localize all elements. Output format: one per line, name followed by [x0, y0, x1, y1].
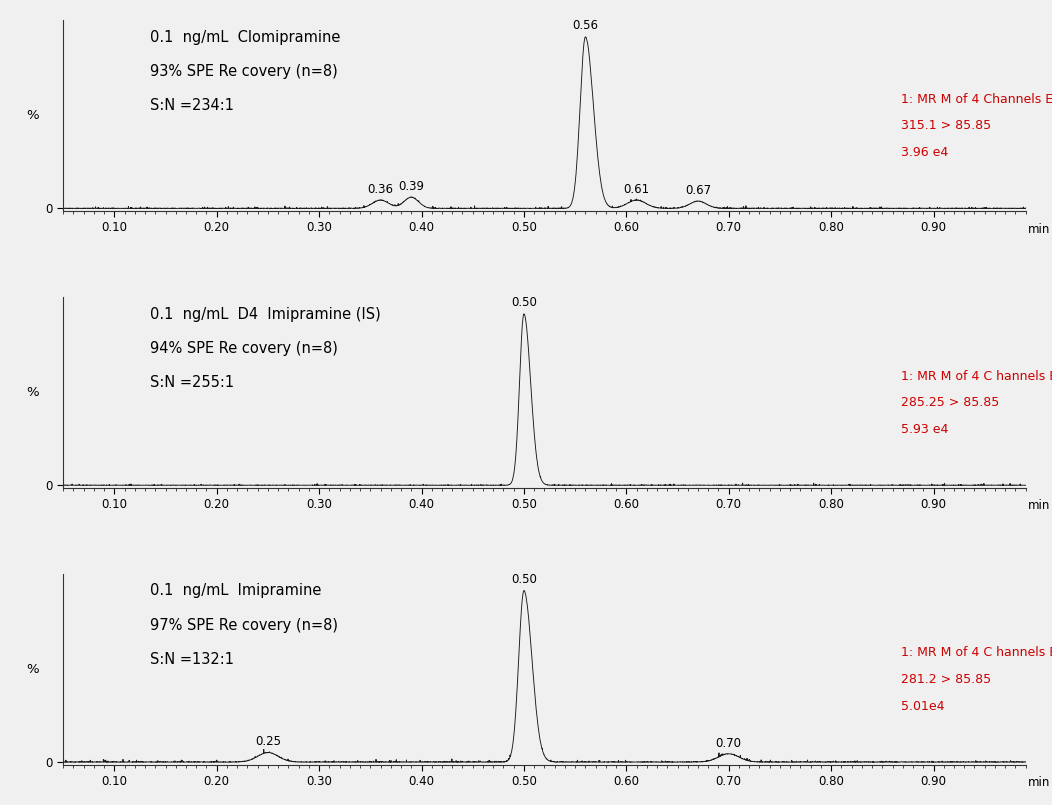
Text: %: %: [26, 109, 39, 122]
Text: 5.01e4: 5.01e4: [901, 700, 944, 713]
Text: 94% SPE Re covery (n=8): 94% SPE Re covery (n=8): [149, 341, 338, 356]
Text: S:N =234:1: S:N =234:1: [149, 98, 234, 114]
Text: %: %: [26, 663, 39, 675]
Text: S:N =132:1: S:N =132:1: [149, 652, 234, 667]
Text: 0.70: 0.70: [715, 737, 742, 749]
Text: 0.36: 0.36: [367, 183, 393, 196]
Text: 315.1 > 85.85: 315.1 > 85.85: [901, 119, 991, 132]
Text: 0.50: 0.50: [511, 296, 537, 309]
Text: 0.1  ng/mL  D4  Imipramine (IS): 0.1 ng/mL D4 Imipramine (IS): [149, 307, 381, 321]
Text: 0.61: 0.61: [624, 183, 650, 196]
Text: 0.1  ng/mL  Clomipramine: 0.1 ng/mL Clomipramine: [149, 30, 340, 44]
Text: 3.96 e4: 3.96 e4: [901, 147, 948, 159]
Text: S:N =255:1: S:N =255:1: [149, 375, 234, 390]
Text: 97% SPE Re covery (n=8): 97% SPE Re covery (n=8): [149, 617, 338, 633]
Text: 1: MR M of 4 C hannels ES+: 1: MR M of 4 C hannels ES+: [901, 646, 1052, 659]
Text: 5.93 e4: 5.93 e4: [901, 423, 948, 436]
Text: min: min: [1028, 222, 1050, 236]
Text: 0.1  ng/mL  Imipramine: 0.1 ng/mL Imipramine: [149, 584, 321, 598]
Text: %: %: [26, 386, 39, 399]
Text: 285.25 > 85.85: 285.25 > 85.85: [901, 396, 998, 409]
Text: 93% SPE Re covery (n=8): 93% SPE Re covery (n=8): [149, 64, 338, 79]
Text: 0.39: 0.39: [399, 180, 424, 193]
Text: 0.67: 0.67: [685, 184, 711, 197]
Text: 0.50: 0.50: [511, 573, 537, 586]
Text: 1: MR M of 4 C hannels ES+: 1: MR M of 4 C hannels ES+: [901, 369, 1052, 382]
Text: min: min: [1028, 776, 1050, 789]
Text: min: min: [1028, 499, 1050, 512]
Text: 0.56: 0.56: [572, 19, 599, 32]
Text: 1: MR M of 4 Channels E S+: 1: MR M of 4 Channels E S+: [901, 93, 1052, 105]
Text: 0.25: 0.25: [255, 736, 281, 749]
Text: 281.2 > 85.85: 281.2 > 85.85: [901, 673, 991, 686]
